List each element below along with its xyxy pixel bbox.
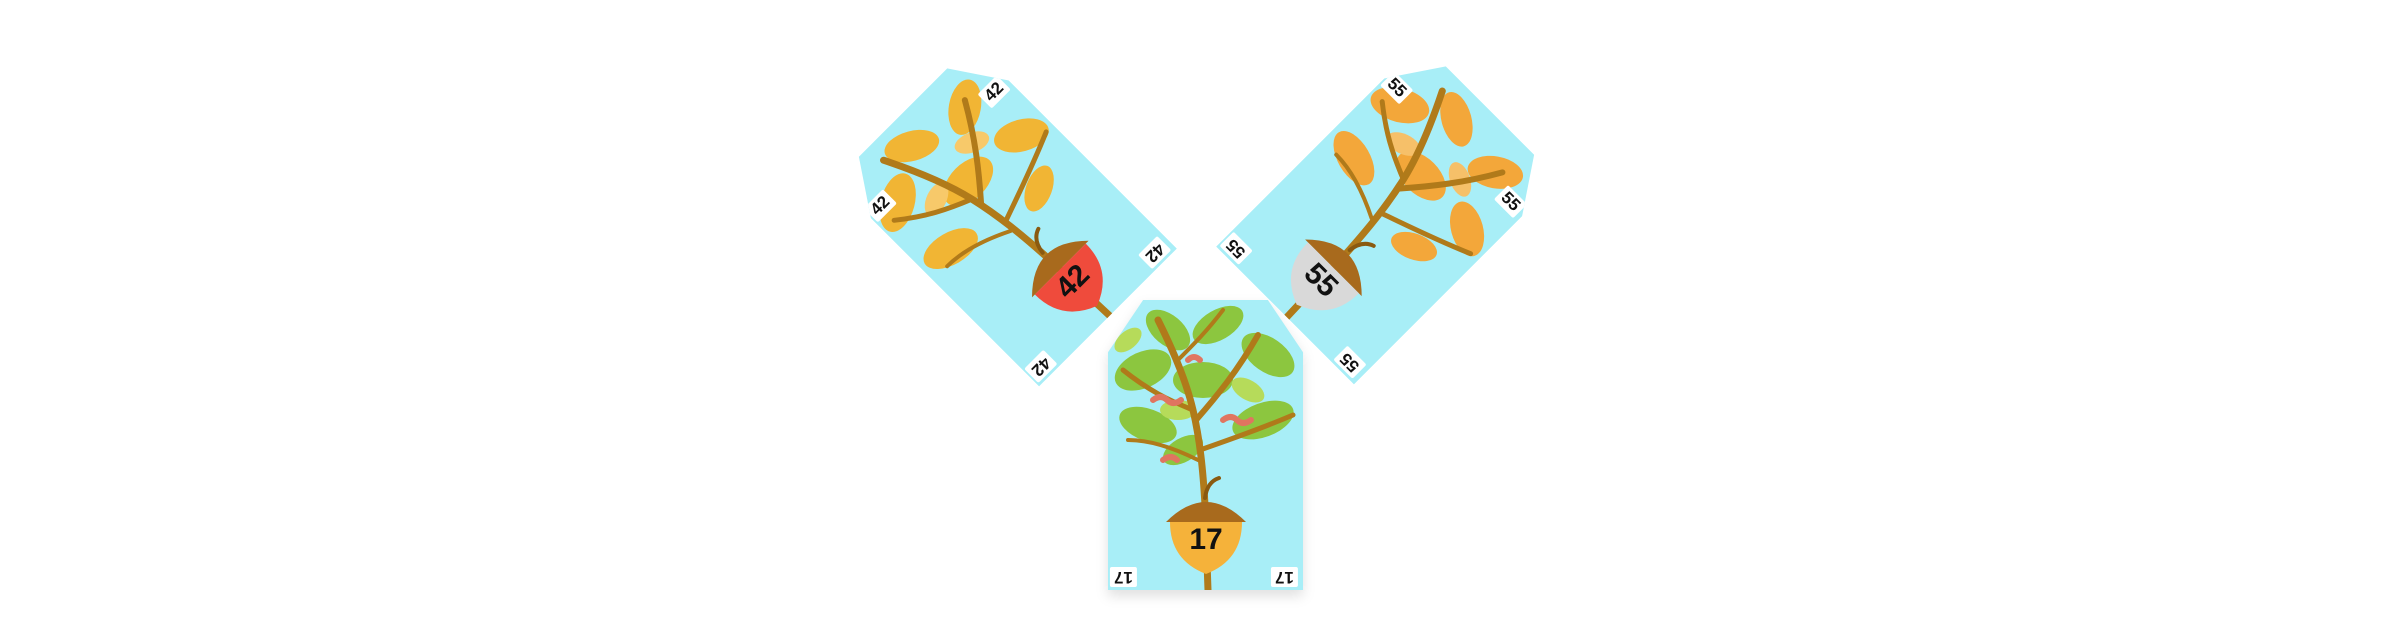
oak-tree-illustration	[1114, 305, 1296, 590]
acorn-value: 17	[1189, 523, 1223, 556]
oak-tree-illustration	[1216, 42, 1559, 385]
oak-card-42[interactable]: 42 42 42 42 42	[834, 44, 1177, 387]
corner-label: 17	[1271, 567, 1298, 587]
oak-card-17[interactable]: 17 17 17	[1108, 300, 1303, 590]
corner-label: 17	[1110, 567, 1137, 587]
oak-card-55[interactable]: 55 55 55 55 55	[1216, 42, 1559, 385]
oak-tree-illustration	[834, 44, 1177, 387]
